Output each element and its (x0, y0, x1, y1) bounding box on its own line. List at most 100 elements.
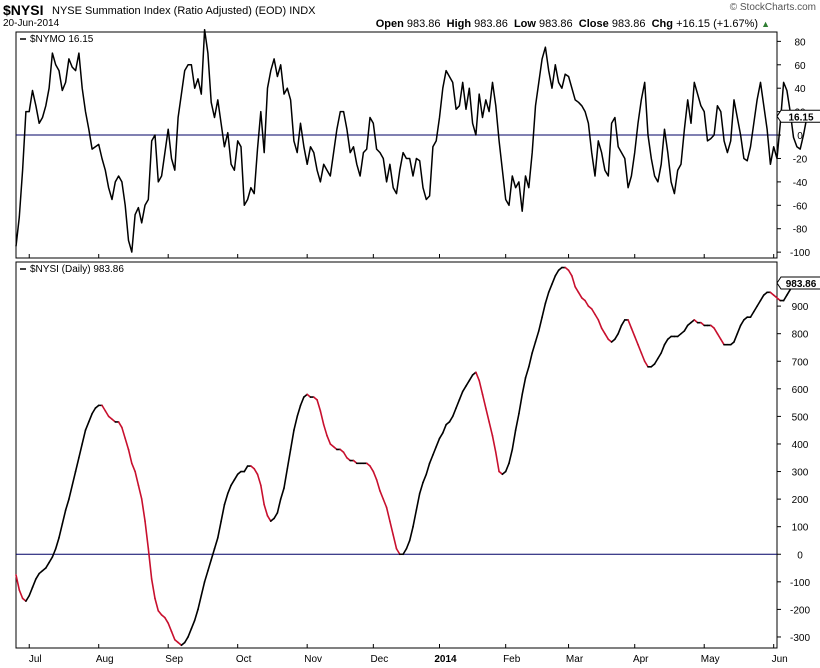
nysi-series-segment (256, 473, 262, 487)
nysi-ytick-label: 500 (792, 412, 809, 423)
nymo-ytick-label: -80 (793, 225, 808, 236)
nysi-series-segment (494, 451, 500, 473)
nysi-series-segment (147, 547, 153, 580)
nysi-series-segment (590, 308, 596, 316)
nysi-series-segment (223, 492, 229, 506)
nysi-series-segment (584, 299, 590, 307)
nysi-series-segment (375, 479, 381, 492)
nysi-ytick-label: -200 (790, 605, 810, 616)
nysi-series-segment (213, 536, 219, 550)
nysi-series-segment (266, 514, 272, 522)
nysi-series-segment (408, 525, 414, 542)
nysi-series-segment (134, 470, 140, 487)
nysi-series-segment (61, 509, 67, 525)
low-value: 983.86 (539, 18, 573, 30)
nysi-series-segment (243, 465, 249, 473)
nysi-series-segment (637, 343, 643, 354)
nymo-ytick-label: -40 (793, 178, 808, 189)
nysi-series-segment (442, 423, 447, 434)
nysi-series-segment (782, 294, 788, 302)
nysi-series-segment (716, 332, 722, 341)
nysi-series-segment (448, 415, 454, 423)
nymo-ytick-label: 0 (797, 131, 803, 142)
nysi-series-segment (541, 302, 547, 318)
nysi-series-segment (604, 332, 610, 341)
nysi-series-segment (719, 338, 725, 346)
nysi-series-segment (187, 627, 193, 638)
chart-title: NYSE Summation Index (Ratio Adjusted) (E… (52, 5, 316, 17)
x-tick-label: Sep (165, 654, 183, 665)
nysi-series-segment (660, 343, 666, 354)
nysi-series-segment (465, 379, 471, 387)
nysi-ytick-label: 100 (792, 523, 809, 534)
nymo-ytick-label: 80 (794, 37, 806, 48)
nysi-series-segment (756, 299, 762, 307)
low-label: Low (513, 18, 536, 30)
x-tick-label: Jul (29, 654, 42, 665)
nysi-series-segment (597, 319, 603, 329)
nysi-series-segment (101, 404, 107, 412)
chart-header: $NYSI NYSE Summation Index (Ratio Adjust… (0, 0, 820, 34)
nysi-series-segment (54, 536, 60, 550)
nysi-series-segment (739, 319, 745, 327)
nysi-series-segment (554, 269, 560, 277)
nysi-series-segment (64, 498, 70, 511)
nysi-series-segment (51, 547, 57, 558)
nysi-series-segment (425, 462, 431, 476)
nysi-series-segment (293, 415, 299, 431)
nysi-series-segment (713, 327, 719, 335)
nysi-series-segment (653, 357, 659, 365)
nysi-series-segment (127, 448, 133, 465)
nysi-series-segment (630, 327, 636, 338)
nysi-series-segment (289, 429, 295, 451)
nysi-series-segment (385, 506, 391, 522)
nysi-series-segment (620, 319, 626, 327)
stockcharts-credit: © StockCharts.com (729, 2, 816, 13)
nysi-series-segment (342, 451, 348, 459)
nysi-series-segment (663, 338, 669, 346)
nysi-series-segment (534, 330, 540, 343)
nymo-ytick-label: 60 (794, 61, 806, 72)
nysi-series-segment (567, 269, 573, 277)
nymo-frame (15, 31, 778, 259)
nymo-panel-title: $NYMO 16.15 (30, 34, 94, 45)
nysi-series-segment (326, 434, 332, 445)
nysi-series-segment (633, 335, 639, 346)
nysi-series-segment (91, 407, 97, 415)
nysi-series-segment (279, 487, 285, 500)
nysi-series-segment (461, 385, 467, 393)
nysi-series-segment (468, 374, 474, 382)
nysi-series-segment (31, 578, 37, 589)
nysi-ytick-label: 900 (792, 302, 809, 313)
nysi-series-segment (131, 462, 136, 473)
nysi-series-segment (733, 332, 739, 343)
nysi-series-segment (640, 352, 646, 363)
nysi-series-segment (451, 407, 457, 418)
nysi-series-segment (412, 509, 418, 528)
nysi-series-segment (71, 470, 77, 487)
nysi-series-segment (643, 360, 649, 368)
nysi-series-segment (233, 473, 239, 481)
nysi-ytick-label: 800 (792, 330, 809, 341)
nysi-series-segment (87, 412, 93, 423)
ticker-symbol: $NYSI (3, 2, 44, 18)
x-tick-label: Jun (772, 654, 788, 665)
nysi-series-segment (491, 434, 497, 454)
nymo-last-value-box (776, 109, 820, 123)
nysi-series-segment (524, 365, 530, 379)
chg-value: +16.15 (+1.67%) (676, 18, 759, 30)
chg-label: Chg (651, 18, 673, 30)
nysi-series-segment (428, 454, 434, 465)
nysi-series-segment (220, 503, 226, 522)
nysi-series-segment (481, 393, 487, 409)
nysi-ytick-label: -300 (790, 633, 810, 644)
nysi-series-segment (322, 423, 328, 437)
nysi-series-segment (759, 294, 765, 302)
x-tick-label: May (701, 654, 720, 665)
nysi-frame (15, 261, 778, 649)
nysi-series-segment (74, 456, 80, 473)
high-value: 983.86 (474, 18, 508, 30)
nysi-series-segment (121, 426, 126, 440)
nysi-series-segment (78, 443, 83, 459)
nysi-series-segment (435, 437, 441, 448)
